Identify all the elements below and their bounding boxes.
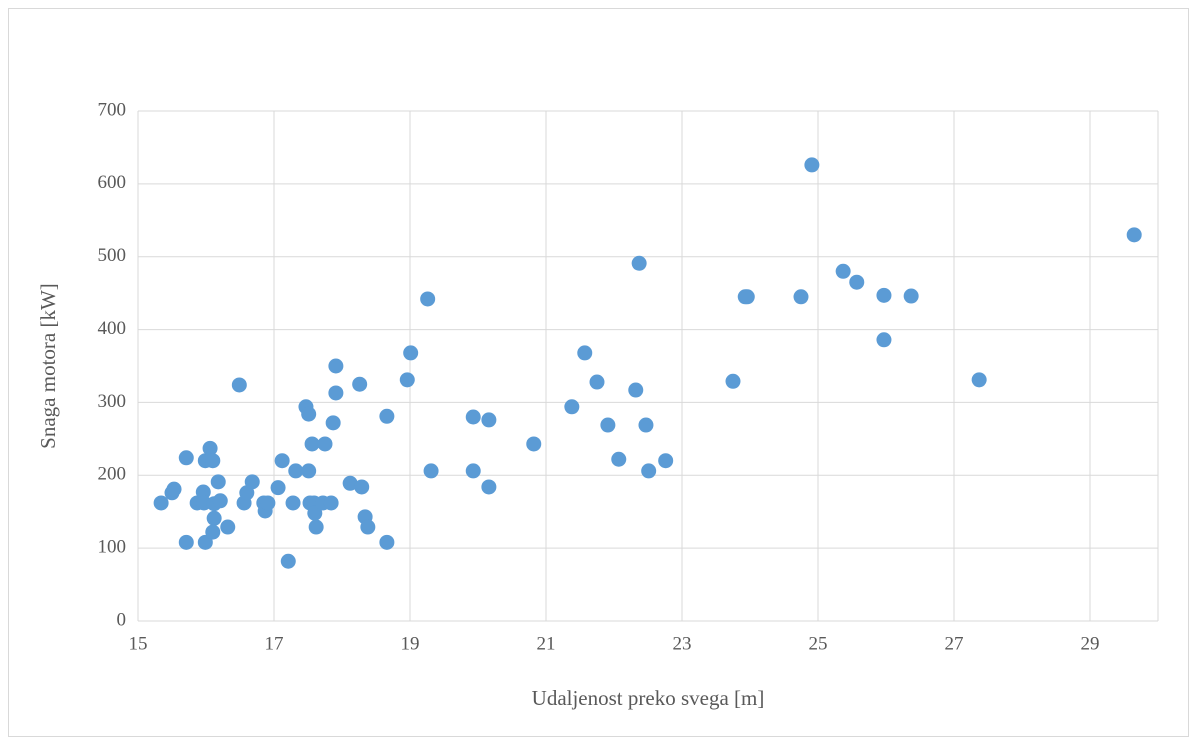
point: [178, 534, 194, 550]
point: [285, 495, 301, 511]
point: [564, 399, 580, 415]
point: [420, 291, 436, 307]
point: [423, 463, 439, 479]
y-tick-label: 500: [98, 245, 127, 266]
y-axis-label: Snaga motora [kW]: [36, 283, 60, 449]
point: [804, 157, 820, 173]
point: [658, 453, 674, 469]
point: [379, 534, 395, 550]
point: [244, 474, 260, 490]
point: [195, 484, 211, 500]
point: [725, 373, 741, 389]
point: [379, 408, 395, 424]
y-tick-label: 100: [98, 537, 127, 558]
x-tick-label: 21: [537, 633, 556, 654]
point: [328, 358, 344, 374]
point: [631, 255, 647, 271]
point: [793, 289, 809, 305]
point: [465, 409, 481, 425]
point: [481, 412, 497, 428]
point: [206, 510, 222, 526]
point: [835, 263, 851, 279]
point: [481, 479, 497, 495]
point: [210, 474, 226, 490]
point: [323, 495, 339, 511]
point: [352, 376, 368, 392]
x-tick-label: 17: [265, 633, 284, 654]
point: [465, 463, 481, 479]
point: [260, 495, 276, 511]
point: [360, 519, 376, 535]
x-tick-label: 15: [129, 633, 148, 654]
point: [876, 332, 892, 348]
point: [739, 289, 755, 305]
point: [600, 417, 616, 433]
x-tick-label: 29: [1081, 633, 1100, 654]
point: [849, 274, 865, 290]
point: [280, 553, 296, 569]
chart-border: [8, 8, 1189, 737]
point: [589, 374, 605, 390]
point: [628, 382, 644, 398]
point: [288, 463, 304, 479]
point: [1126, 227, 1142, 243]
point: [903, 288, 919, 304]
y-tick-label: 200: [98, 464, 127, 485]
point: [270, 480, 286, 496]
y-tick-label: 400: [98, 318, 127, 339]
point: [220, 519, 236, 535]
x-tick-label: 27: [945, 633, 964, 654]
point: [354, 479, 370, 495]
point: [178, 450, 194, 466]
point: [526, 436, 542, 452]
point: [231, 377, 247, 393]
point: [202, 440, 218, 456]
point: [153, 495, 169, 511]
point: [399, 372, 415, 388]
point: [304, 436, 320, 452]
point: [212, 493, 228, 509]
y-tick-label: 600: [98, 172, 127, 193]
point: [325, 415, 341, 431]
point: [611, 451, 627, 467]
point: [638, 417, 654, 433]
point: [205, 524, 221, 540]
point: [307, 505, 323, 521]
point: [971, 372, 987, 388]
point: [274, 453, 290, 469]
x-tick-label: 23: [673, 633, 692, 654]
point: [641, 463, 657, 479]
point: [301, 406, 317, 422]
point: [577, 345, 593, 361]
point: [317, 436, 333, 452]
x-axis-label: Udaljenost preko svega [m]: [532, 686, 765, 710]
point: [308, 519, 324, 535]
x-tick-label: 19: [401, 633, 420, 654]
point: [166, 481, 182, 497]
point: [301, 463, 317, 479]
y-tick-label: 700: [98, 99, 127, 120]
y-tick-label: 0: [117, 609, 127, 630]
point: [328, 385, 344, 401]
y-tick-label: 300: [98, 391, 127, 412]
x-tick-label: 25: [809, 633, 828, 654]
point: [205, 453, 221, 469]
point: [876, 287, 892, 303]
point: [342, 475, 358, 491]
point: [403, 345, 419, 361]
